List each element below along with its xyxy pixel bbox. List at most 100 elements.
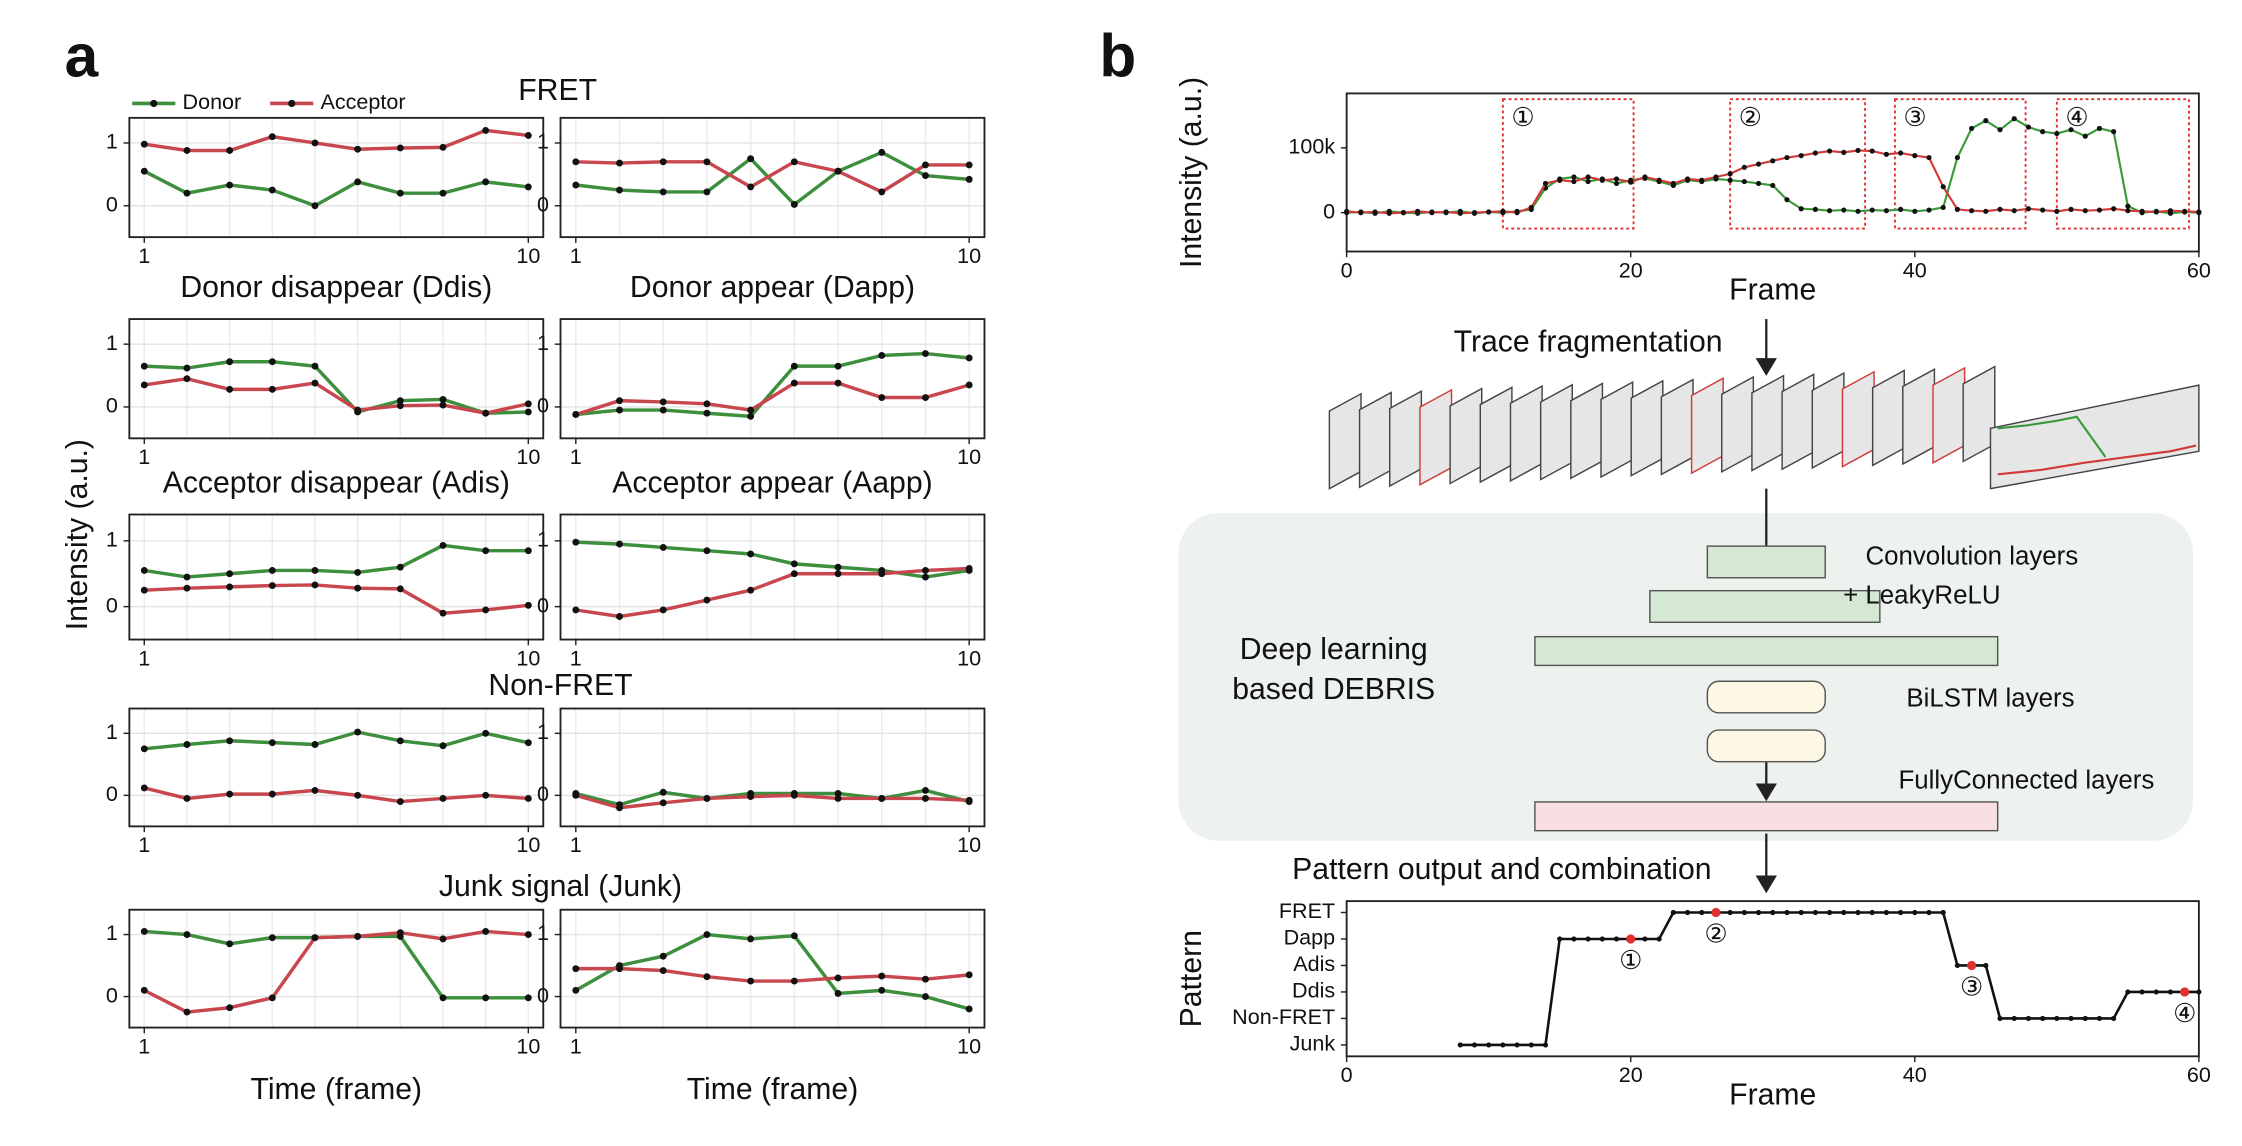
x-tick-label: 0	[1341, 257, 1353, 282]
data-point	[396, 402, 404, 410]
data-point	[524, 400, 532, 408]
region-label: ③	[1903, 104, 1926, 132]
data-point	[790, 560, 798, 568]
data-point	[2167, 989, 2174, 995]
data-point	[1912, 208, 1918, 214]
data-point	[354, 145, 362, 153]
data-point	[1741, 164, 1747, 170]
data-point	[1983, 962, 1989, 969]
fragment	[1358, 391, 1392, 489]
data-point	[396, 737, 404, 745]
data-point	[439, 795, 447, 802]
data-point	[439, 541, 447, 549]
data-point	[354, 728, 362, 736]
data-point	[140, 381, 148, 389]
data-point	[1869, 909, 1875, 916]
series-line	[575, 159, 970, 194]
y-tick-label: 1	[106, 527, 118, 552]
series-line	[575, 566, 970, 619]
data-point	[2040, 129, 2046, 135]
data-point	[965, 381, 973, 389]
data-point	[439, 143, 447, 151]
data-point	[572, 791, 580, 799]
data-point	[311, 566, 319, 574]
data-point	[572, 986, 580, 994]
series-line	[575, 793, 970, 810]
y-tick-label: FRET	[1279, 898, 1335, 923]
conv-layer	[1649, 589, 1881, 624]
data-point	[616, 804, 623, 812]
data-point	[1457, 210, 1463, 216]
data-point	[226, 790, 234, 798]
region	[1501, 98, 1635, 230]
data-point	[1954, 206, 1960, 212]
data-point	[482, 547, 490, 555]
series-line	[1346, 117, 2199, 215]
x-tick-label: 0	[1341, 1062, 1353, 1087]
data-point	[396, 397, 404, 405]
data-point	[922, 172, 929, 180]
data-point	[659, 952, 667, 960]
chart-title: Acceptor appear (Aapp)	[612, 466, 932, 499]
data-point	[439, 395, 447, 403]
data-point	[354, 791, 362, 799]
data-point	[524, 931, 532, 938]
group-title: Non-FRET	[488, 669, 632, 702]
data-point	[226, 1004, 234, 1012]
data-point	[1613, 176, 1620, 182]
plot-frame	[559, 707, 986, 828]
x-tick-label: 10	[957, 243, 981, 268]
data-point	[1642, 174, 1648, 180]
data-point	[2111, 206, 2117, 212]
data-point	[482, 126, 490, 134]
data-point	[1542, 1042, 1549, 1048]
x-tick-label: 60	[2187, 1062, 2211, 1087]
data-point	[1599, 936, 1605, 942]
data-point	[790, 977, 798, 985]
data-point	[1855, 909, 1861, 916]
data-point	[140, 784, 148, 792]
data-point	[2040, 1015, 2046, 1022]
data-point	[659, 158, 667, 166]
data-point	[482, 791, 490, 799]
data-point	[1954, 962, 1960, 969]
step-label: Pattern output and combination	[1292, 853, 1711, 886]
data-point	[1770, 182, 1776, 189]
data-point	[439, 742, 447, 750]
data-point	[659, 788, 667, 796]
data-point	[311, 362, 319, 370]
data-point	[2011, 1015, 2017, 1022]
data-point	[1912, 909, 1918, 916]
data-point	[1812, 150, 1818, 156]
data-point	[922, 993, 929, 1001]
data-point	[1940, 909, 1946, 916]
legend-label: Donor	[183, 89, 242, 114]
data-point	[572, 411, 580, 418]
fragment-trace	[1997, 415, 2107, 458]
series-line	[1460, 911, 2199, 1047]
plot-frame	[559, 908, 986, 1029]
data-point	[1755, 909, 1762, 916]
fragment	[1781, 373, 1815, 471]
data-point	[1883, 208, 1889, 214]
data-point	[1571, 174, 1577, 180]
data-point	[878, 148, 886, 156]
data-point	[1755, 161, 1762, 167]
plot-frame	[559, 318, 986, 440]
x-tick-label: 1	[570, 1033, 582, 1058]
data-point	[1471, 1042, 1478, 1048]
data-point	[396, 144, 404, 152]
model-name: based DEBRIS	[1232, 673, 1435, 706]
data-point	[1855, 208, 1861, 214]
fragment	[1902, 367, 1936, 466]
y-tick-label: 1	[537, 920, 549, 945]
data-point	[965, 161, 973, 169]
arrowhead	[1755, 783, 1777, 802]
data-point	[183, 375, 191, 383]
region	[2055, 98, 2190, 230]
series-line	[143, 169, 529, 208]
chart-title: Acceptor disappear (Adis)	[163, 466, 510, 499]
step-label: Trace fragmentation	[1454, 325, 1723, 358]
data-point	[2153, 209, 2159, 215]
